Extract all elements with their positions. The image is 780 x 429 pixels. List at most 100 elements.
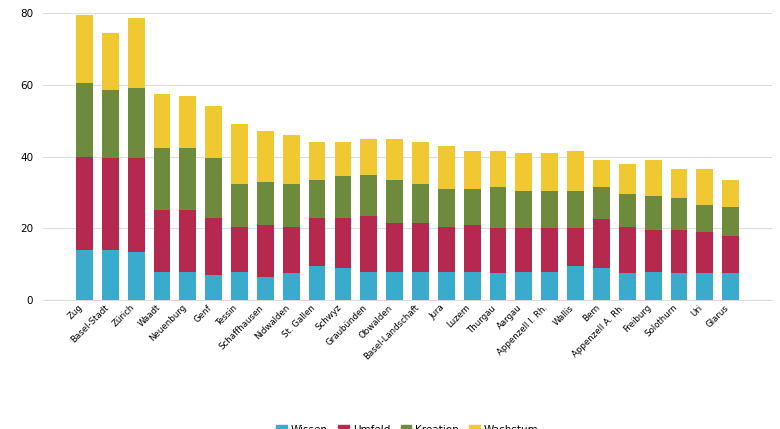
Bar [386,272,403,300]
Bar [645,160,661,196]
Bar [283,273,300,300]
Bar [593,187,610,220]
Bar [490,187,506,228]
Bar [412,184,429,223]
Bar [335,176,351,218]
Bar [619,273,636,300]
Bar [128,252,144,300]
Bar [360,175,378,216]
Bar [283,227,300,273]
Bar [231,184,248,227]
Bar [464,189,480,225]
Bar [593,160,610,187]
Bar [335,218,351,268]
Bar [309,142,325,180]
Bar [645,230,661,272]
Bar [541,272,558,300]
Bar [386,139,403,180]
Bar [671,230,687,273]
Bar [360,216,378,272]
Bar [205,218,222,275]
Bar [464,151,480,189]
Bar [619,194,636,227]
Bar [386,180,403,223]
Bar [541,228,558,272]
Bar [309,218,325,266]
Bar [102,158,119,250]
Bar [516,191,532,228]
Legend: Wissen, Umfeld, Kreation, Wachstum: Wissen, Umfeld, Kreation, Wachstum [272,420,543,429]
Bar [722,180,739,207]
Bar [76,15,93,83]
Bar [567,228,584,266]
Bar [231,272,248,300]
Bar [722,236,739,273]
Bar [231,227,248,272]
Bar [438,189,455,227]
Bar [464,225,480,272]
Bar [697,273,713,300]
Bar [722,207,739,236]
Bar [671,169,687,198]
Bar [593,268,610,300]
Bar [516,228,532,272]
Bar [205,106,222,158]
Bar [438,272,455,300]
Bar [231,124,248,184]
Bar [205,275,222,300]
Bar [567,191,584,228]
Bar [722,273,739,300]
Bar [154,94,170,148]
Bar [76,250,93,300]
Bar [257,131,274,182]
Bar [179,148,197,211]
Bar [154,148,170,211]
Bar [490,151,506,187]
Bar [412,142,429,184]
Bar [386,223,403,272]
Bar [283,184,300,227]
Bar [179,272,197,300]
Bar [179,96,197,148]
Bar [76,83,93,157]
Bar [671,273,687,300]
Bar [205,158,222,218]
Bar [516,272,532,300]
Bar [438,146,455,189]
Bar [541,191,558,228]
Bar [593,220,610,268]
Bar [490,228,506,273]
Bar [567,151,584,191]
Bar [257,277,274,300]
Bar [154,211,170,272]
Bar [671,198,687,230]
Bar [645,196,661,230]
Bar [335,142,351,176]
Bar [102,250,119,300]
Bar [360,272,378,300]
Bar [76,157,93,250]
Bar [619,164,636,194]
Bar [309,266,325,300]
Bar [516,153,532,191]
Bar [154,272,170,300]
Bar [697,232,713,273]
Bar [257,182,274,225]
Bar [464,272,480,300]
Bar [412,223,429,272]
Bar [128,88,144,158]
Bar [490,273,506,300]
Bar [567,266,584,300]
Bar [438,227,455,272]
Bar [541,153,558,191]
Bar [128,158,144,252]
Bar [412,272,429,300]
Bar [102,90,119,158]
Bar [283,135,300,184]
Bar [257,225,274,277]
Bar [335,268,351,300]
Bar [360,139,378,175]
Bar [128,18,144,88]
Bar [697,169,713,205]
Bar [645,272,661,300]
